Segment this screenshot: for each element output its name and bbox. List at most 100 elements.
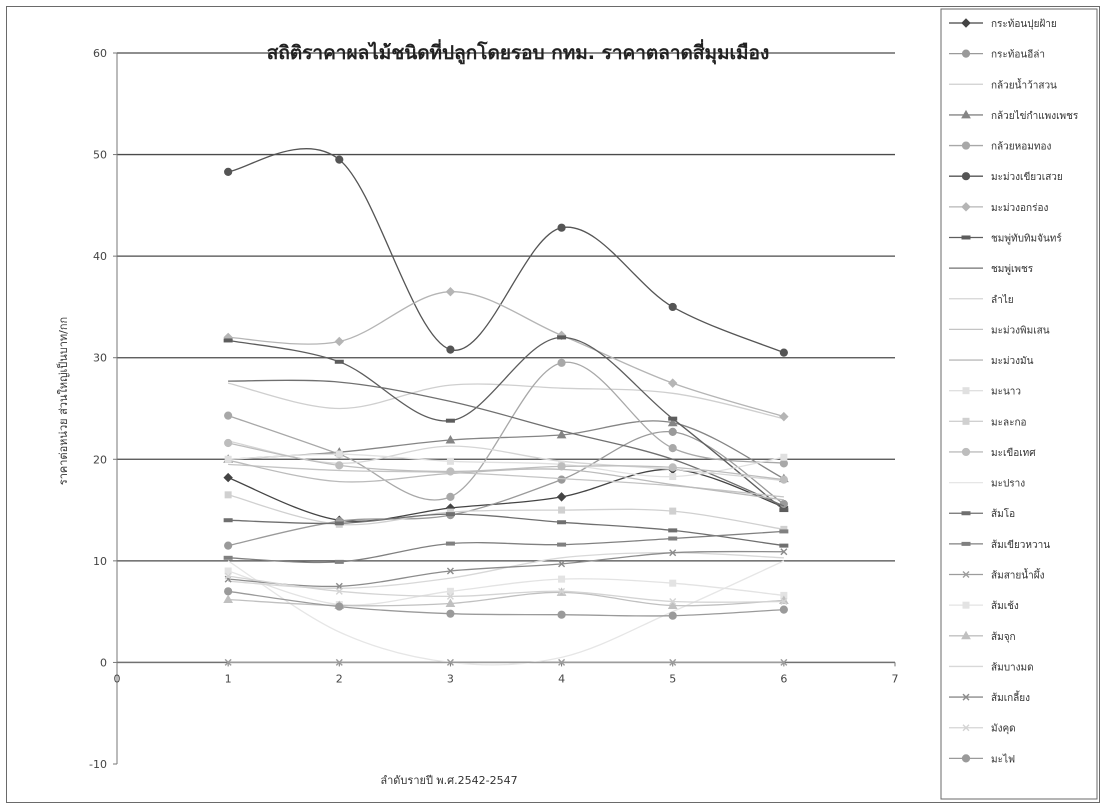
series-24 [224, 572, 788, 605]
x-tick-label-1: 1 [225, 672, 232, 685]
series-line-4 [228, 420, 785, 480]
data-point-s2-x1 [224, 541, 233, 550]
legend-label-13: มะนาว [991, 387, 1021, 398]
series-8 [223, 335, 789, 513]
data-point-s7-x3 [445, 286, 456, 297]
y-axis-label: ราคาต่อหน่วย ส่วนใหญ่เป็นบาท/กก [56, 317, 70, 485]
data-point-s20-x1 [224, 567, 232, 575]
data-point-s19-x4 [558, 658, 566, 666]
data-point-s5-x1 [224, 411, 233, 420]
series-9 [228, 379, 785, 507]
series-line-8 [227, 336, 785, 511]
data-point-s8-x5 [668, 416, 678, 421]
data-point-s19-x6 [780, 658, 788, 666]
series-25 [224, 587, 788, 620]
series-line-18 [228, 530, 784, 564]
data-point-s21-x3 [445, 598, 456, 608]
data-point-s4-x4 [556, 429, 567, 439]
legend-label-5: กล้วยหอมทอง [991, 141, 1051, 153]
series-7 [223, 286, 789, 422]
x-tick-label-2: 2 [336, 672, 343, 685]
data-point-s13-x1 [224, 455, 232, 463]
series-18 [223, 529, 789, 564]
series-line-14 [227, 494, 785, 531]
data-point-s21-x5 [667, 600, 678, 610]
data-point-s24-x4 [558, 587, 566, 595]
series-14 [224, 491, 788, 533]
data-point-s14-x4 [558, 506, 566, 514]
data-point-s21-x1 [223, 594, 234, 603]
data-point-s13-x3 [446, 457, 454, 465]
data-point-s25-x6 [779, 605, 788, 614]
legend-marker-6 [961, 172, 971, 181]
series-6 [224, 148, 788, 357]
legend-label-1: กระท้อนปุยฝ้าย [991, 18, 1057, 30]
data-point-s2-x5 [668, 427, 677, 436]
series-line-9 [228, 379, 785, 507]
legend-label-16: มะปราง [991, 479, 1025, 490]
data-point-s1-x1 [223, 472, 233, 483]
legend-label-19: ส้มสายน้ำผึ้ง [991, 568, 1045, 582]
data-point-s24-x1 [224, 572, 232, 580]
data-point-s7-x6 [779, 411, 789, 422]
series-line-6 [228, 148, 785, 354]
series-19 [224, 658, 788, 666]
legend-marker-15 [961, 447, 971, 457]
series-line-17 [228, 513, 784, 547]
legend-marker-7 [961, 202, 971, 212]
data-point-s23-x3 [446, 567, 454, 575]
series-16 [227, 560, 785, 666]
data-point-s8-x6 [779, 508, 789, 513]
legend-marker-1 [961, 18, 971, 28]
legend-marker-5 [961, 141, 971, 150]
series-23 [224, 548, 788, 590]
y-tick-label-0: -10 [89, 758, 107, 771]
data-point-s7-x5 [668, 378, 678, 388]
legend-marker-17 [961, 511, 971, 516]
data-point-s20-x4 [558, 575, 566, 583]
legend-label-2: กระท้อนอีล่า [991, 49, 1045, 61]
legend-box [940, 8, 1098, 800]
data-point-s18-x2 [334, 559, 344, 564]
data-point-s6-x3 [446, 345, 455, 354]
series-20 [224, 567, 788, 609]
series-line-20 [227, 570, 784, 606]
data-point-s23-x6 [780, 548, 788, 556]
legend-label-9: ชมพู่เพชร [991, 264, 1034, 275]
legend-marker-24 [962, 724, 970, 732]
data-point-s25-x5 [668, 611, 677, 620]
series-line-16 [227, 560, 785, 666]
data-point-s23-x5 [669, 549, 677, 557]
data-point-s14-x5 [669, 507, 677, 515]
legend-label-23: ส้มเกลี้ยง [991, 690, 1030, 704]
series-line-23 [228, 550, 784, 588]
data-point-s6-x4 [557, 223, 566, 232]
legend-label-24: มังคุด [991, 724, 1016, 735]
series-line-12 [227, 459, 784, 501]
x-axis-label: ลำดับรายปี พ.ศ.2542-2547 [380, 774, 517, 787]
legend-marker-21 [961, 630, 971, 640]
legend-marker-14 [962, 417, 970, 425]
data-point-s23-x4 [558, 560, 566, 568]
data-point-s17-x4 [557, 520, 567, 525]
legend-label-10: ลำไย [991, 294, 1014, 306]
legend-label-20: ส้มเช้ง [991, 600, 1019, 612]
data-point-s17-x6 [779, 543, 789, 548]
data-point-s6-x1 [224, 167, 233, 176]
legend-label-7: มะม่วงอกร่อง [991, 203, 1048, 214]
data-point-s18-x5 [668, 536, 678, 541]
data-point-s2-x6 [779, 499, 788, 509]
data-point-s8-x1 [223, 338, 233, 343]
legend-marker-25 [961, 754, 971, 763]
legend-label-4: กล้วยไข่กำแพงเพชร [991, 110, 1079, 122]
data-point-s7-x2 [334, 336, 344, 347]
data-point-s13-x5 [669, 473, 677, 481]
data-point-s18-x1 [223, 555, 233, 560]
data-point-s20-x3 [446, 587, 454, 595]
data-point-s14-x1 [224, 491, 232, 499]
series-line-2 [227, 431, 785, 547]
line-chart: -10 0 10 20 30 40 50 60 0 1 2 3 4 5 6 7 สถิติราคาผลไม้ช… [56, 8, 1098, 800]
series-line-24 [228, 575, 784, 603]
legend-label-15: มะเขือเทศ [991, 447, 1036, 459]
chart-frame: -10 0 10 20 30 40 50 60 0 1 2 3 4 5 6 7 สถิติราคาผลไม้ช… [6, 6, 1100, 803]
